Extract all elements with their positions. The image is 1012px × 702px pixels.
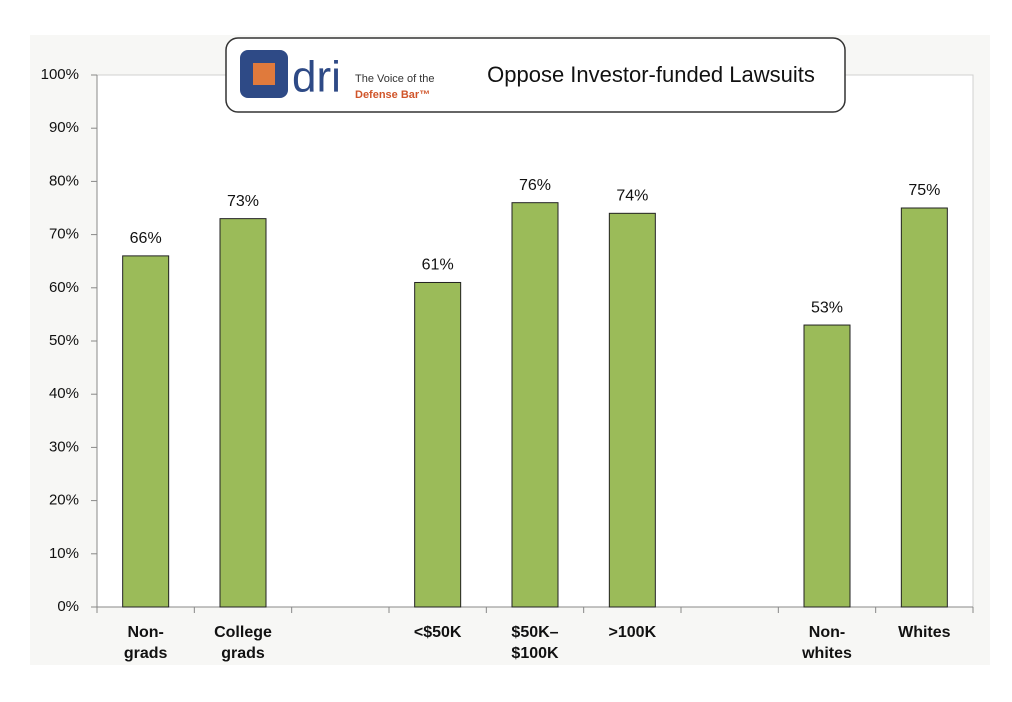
value-label: 73% [227, 193, 259, 210]
y-tick-label: 0% [57, 598, 79, 615]
bar [414, 281, 462, 608]
x-tick-label: Whites [898, 624, 951, 641]
y-tick-label: 80% [49, 172, 79, 189]
x-tick-label: >100K [609, 624, 657, 641]
y-tick-label: 50% [49, 332, 79, 349]
value-label: 66% [130, 230, 162, 247]
x-tick-label: College grads [214, 624, 272, 662]
y-tick-label: 90% [49, 119, 79, 136]
y-tick-label: 100% [41, 66, 79, 83]
y-tick-label: 40% [49, 385, 79, 402]
y-tick-label: 60% [49, 279, 79, 296]
bar [511, 202, 559, 608]
bar [803, 324, 851, 608]
value-label: 74% [616, 188, 648, 205]
bar [608, 212, 656, 608]
x-tick-label: Non-grads [124, 624, 168, 662]
x-tick-label: $50K– $100K [511, 624, 559, 662]
logo-text: dri [292, 53, 341, 102]
chart-title: Oppose Investor-funded Lawsuits [487, 62, 815, 87]
value-label: 75% [908, 182, 940, 199]
y-tick-label: 10% [49, 545, 79, 562]
logo-tagline: The Voice of the [355, 73, 435, 85]
y-tick-label: 30% [49, 438, 79, 455]
title-frame [225, 37, 846, 113]
bar [219, 218, 267, 608]
y-tick-label: 20% [49, 492, 79, 509]
y-tick-label: 70% [49, 226, 79, 243]
value-label: 61% [422, 257, 454, 274]
value-label: 76% [519, 177, 551, 194]
value-label: 53% [811, 299, 843, 316]
bar [122, 255, 170, 608]
bar [900, 207, 948, 608]
logo-icon-center [253, 63, 275, 85]
x-tick-label: Non-whites [801, 624, 852, 662]
x-tick-label: <$50K [414, 624, 462, 641]
logo-tagline-bold: Defense Bar™ [355, 89, 430, 101]
title-box: dri The Voice of the Defense Bar™ Oppose… [225, 37, 846, 113]
